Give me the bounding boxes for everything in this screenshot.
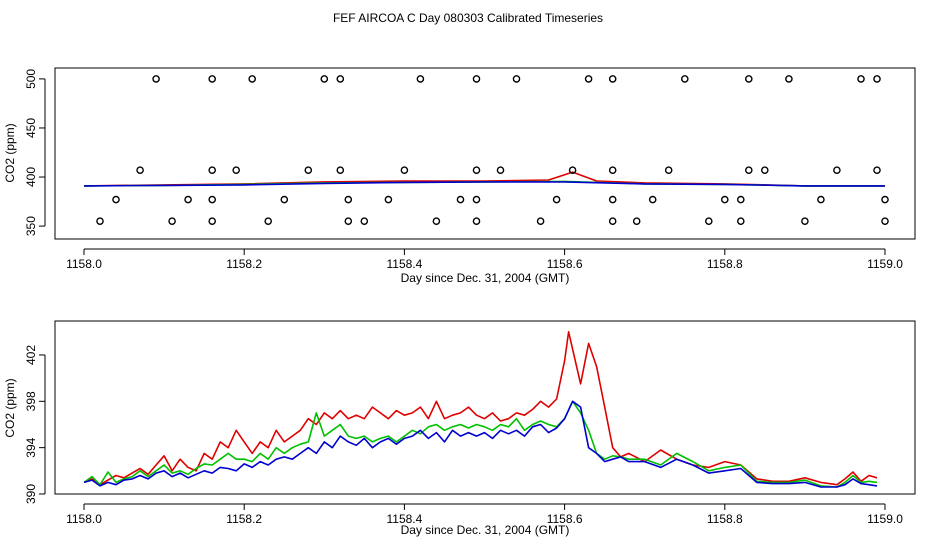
calibration-point (280, 195, 289, 204)
x-tick-label: 1158.8 (707, 257, 743, 271)
calibration-point (608, 217, 617, 225)
calibration-point (472, 217, 481, 225)
calibration-point (456, 195, 465, 204)
x-tick-label: 1158.0 (66, 257, 102, 271)
calibration-point (857, 75, 865, 83)
calibration-point (737, 217, 745, 225)
x-tick-label: 1159.0 (867, 257, 903, 271)
calibration-point (705, 217, 713, 225)
calibration-point (304, 166, 313, 174)
series-line-green (83, 400, 878, 488)
calibration-point (136, 166, 144, 174)
panel-zoomed: 1158.0 1158.2 1158.4 1158.6 1158.8 1159.0 390 3… (3, 320, 916, 537)
calibration-point (344, 217, 353, 225)
calibration-point (336, 75, 345, 83)
calibration-point (873, 75, 881, 83)
x-tick-label: 1158.4 (386, 512, 422, 526)
calibration-point (584, 75, 593, 83)
calibration-point (873, 166, 881, 174)
calibration-point (264, 217, 273, 225)
x-tick-label: 1158.2 (226, 257, 262, 271)
y-tick-label: 390 (24, 484, 38, 504)
calibration-point (608, 195, 617, 204)
calibration-point (608, 166, 617, 174)
calibration-point (745, 75, 753, 83)
calibration-point (360, 217, 369, 225)
calibration-point (817, 195, 825, 204)
calibration-point (384, 195, 393, 204)
calibration-point (745, 166, 753, 174)
calibration-point (152, 75, 160, 83)
calibration-point (232, 166, 240, 174)
series-line-blue (83, 181, 885, 187)
y-axis-label: CO2 (ppm) (3, 123, 17, 182)
calibration-point (664, 166, 673, 174)
y-tick-label: 402 (24, 345, 38, 365)
calibration-point (785, 75, 793, 83)
calibration-point (336, 166, 345, 174)
x-axis-label: Day since Dec. 31, 2004 (GMT) (401, 271, 570, 285)
calibration-point (208, 75, 216, 83)
x-tick-label: 1158.2 (226, 512, 262, 526)
x-tick-label: 1158.4 (386, 257, 422, 271)
calibration-point (737, 195, 745, 204)
calibration-point (648, 195, 657, 204)
calibration-point (208, 166, 216, 174)
plot-frame (54, 67, 916, 240)
y-tick-label: 500 (24, 69, 38, 89)
calibration-point (112, 195, 120, 204)
x-tick-label: 1158.0 (66, 512, 102, 526)
plot-frame (54, 320, 916, 495)
calibration-point (761, 166, 769, 174)
calibration-point (208, 195, 216, 204)
calibration-point (96, 217, 104, 225)
calibration-point (833, 166, 841, 174)
y-tick-label: 400 (24, 167, 38, 187)
y-tick-label: 398 (24, 391, 38, 411)
x-tick-label: 1159.0 (867, 512, 903, 526)
calibration-point (472, 195, 481, 204)
series-line-red (83, 330, 878, 486)
calibration-point (400, 166, 409, 174)
calibration-point (512, 75, 521, 83)
calibration-point (496, 166, 505, 174)
calibration-point (184, 195, 192, 204)
calibration-point (472, 166, 481, 174)
x-tick-label: 1158.6 (547, 512, 583, 526)
y-axis-label: CO2 (ppm) (3, 378, 17, 437)
calibration-point (208, 217, 216, 225)
y-tick-label: 394 (24, 437, 38, 457)
calibration-point (416, 75, 425, 83)
calibration-point (320, 75, 329, 83)
x-axis-label: Day since Dec. 31, 2004 (GMT) (401, 523, 570, 537)
calibration-point (168, 217, 176, 225)
x-tick-label: 1158.8 (707, 512, 743, 526)
calibration-point (608, 75, 617, 83)
page-title: FEF AIRCOA C Day 080303 Calibrated Times… (333, 11, 603, 25)
y-tick-label: 450 (24, 118, 38, 138)
series-line-blue (83, 400, 878, 488)
calibration-point (536, 217, 545, 225)
calibration-point (801, 217, 809, 225)
panel-calibration: 1158.0 1158.2 1158.4 1158.6 1158.8 1159.0 350 4… (3, 67, 916, 285)
calibration-point (432, 217, 441, 225)
calibration-point (721, 195, 729, 204)
calibration-point (881, 195, 889, 204)
calibration-point (552, 195, 561, 204)
calibration-point (344, 195, 353, 204)
calibration-point (881, 217, 889, 225)
calibration-point (568, 166, 577, 174)
calibration-point (681, 75, 689, 83)
series-line-red (83, 171, 885, 187)
calibration-point (472, 75, 481, 83)
x-tick-label: 1158.6 (547, 257, 583, 271)
calibration-point (632, 217, 641, 225)
y-tick-label: 350 (24, 216, 38, 236)
calibration-point (248, 75, 256, 83)
